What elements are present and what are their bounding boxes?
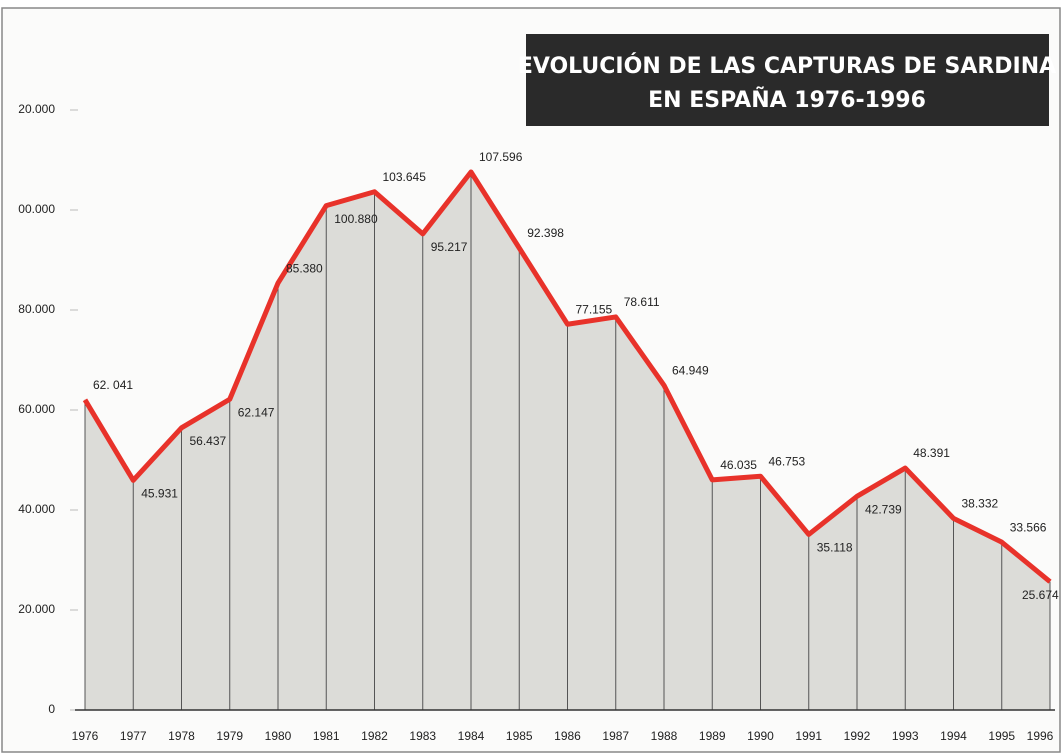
chart-title: EN ESPAÑA 1976-1996 bbox=[648, 87, 926, 113]
x-tick-label: 1993 bbox=[892, 729, 919, 743]
x-tick-label: 1995 bbox=[988, 729, 1015, 743]
data-label: 46.753 bbox=[769, 454, 806, 468]
x-tick-label: 1982 bbox=[361, 729, 388, 743]
data-label: 48.391 bbox=[913, 446, 950, 460]
x-tick-label: 1986 bbox=[554, 729, 581, 743]
y-tick-label: 40.000 bbox=[18, 502, 55, 516]
y-tick-label: 60.000 bbox=[18, 402, 55, 416]
data-label: 33.566 bbox=[1010, 520, 1047, 534]
data-label: 92.398 bbox=[527, 226, 564, 240]
data-label: 45.931 bbox=[141, 487, 178, 501]
x-tick-label: 1978 bbox=[168, 729, 195, 743]
x-tick-label: 1992 bbox=[844, 729, 871, 743]
data-label: 62. 041 bbox=[93, 378, 133, 392]
chart-title: EVOLUCIÓN DE LAS CAPTURAS DE SARDINA bbox=[518, 53, 1056, 79]
x-tick-label: 1983 bbox=[409, 729, 436, 743]
data-label: 35.118 bbox=[817, 541, 853, 555]
x-tick-label: 1985 bbox=[506, 729, 533, 743]
data-label: 78.611 bbox=[624, 295, 660, 309]
x-tick-label: 1980 bbox=[265, 729, 292, 743]
y-tick-label: 00.000 bbox=[18, 202, 55, 216]
data-label: 107.596 bbox=[479, 150, 523, 164]
data-label: 103.645 bbox=[383, 170, 427, 184]
y-tick-label: 80.000 bbox=[18, 302, 55, 316]
line bbox=[82, 169, 1052, 584]
data-label: 100.880 bbox=[334, 212, 378, 226]
x-tick-label: 1996 bbox=[1027, 729, 1054, 743]
data-label: 38.332 bbox=[962, 497, 999, 511]
x-tick-label: 1989 bbox=[699, 729, 726, 743]
y-tick-label: 20.000 bbox=[18, 102, 55, 116]
data-label: 85.380 bbox=[286, 261, 323, 275]
x-tick-label: 1979 bbox=[216, 729, 243, 743]
x-tick-label: 1994 bbox=[940, 729, 967, 743]
data-label: 56.437 bbox=[190, 434, 227, 448]
data-label: 62.147 bbox=[238, 405, 275, 419]
x-tick-label: 1977 bbox=[120, 729, 147, 743]
data-label: 25.674 bbox=[1022, 588, 1059, 602]
x-tick-label: 1981 bbox=[313, 729, 340, 743]
y-tick-label: 20.000 bbox=[18, 602, 55, 616]
y-tick-label: 0 bbox=[48, 702, 55, 716]
data-label: 64.949 bbox=[672, 363, 709, 377]
title-box bbox=[526, 34, 1049, 126]
x-tick-label: 1984 bbox=[458, 729, 485, 743]
x-tick-label: 1990 bbox=[747, 729, 774, 743]
data-label: 46.035 bbox=[720, 458, 757, 472]
x-tick-label: 1976 bbox=[72, 729, 99, 743]
data-label: 42.739 bbox=[865, 502, 902, 516]
data-label: 77.155 bbox=[576, 302, 613, 316]
data-label: 95.217 bbox=[431, 240, 468, 254]
x-tick-label: 1987 bbox=[602, 729, 629, 743]
x-tick-label: 1988 bbox=[651, 729, 678, 743]
x-tick-label: 1991 bbox=[795, 729, 822, 743]
